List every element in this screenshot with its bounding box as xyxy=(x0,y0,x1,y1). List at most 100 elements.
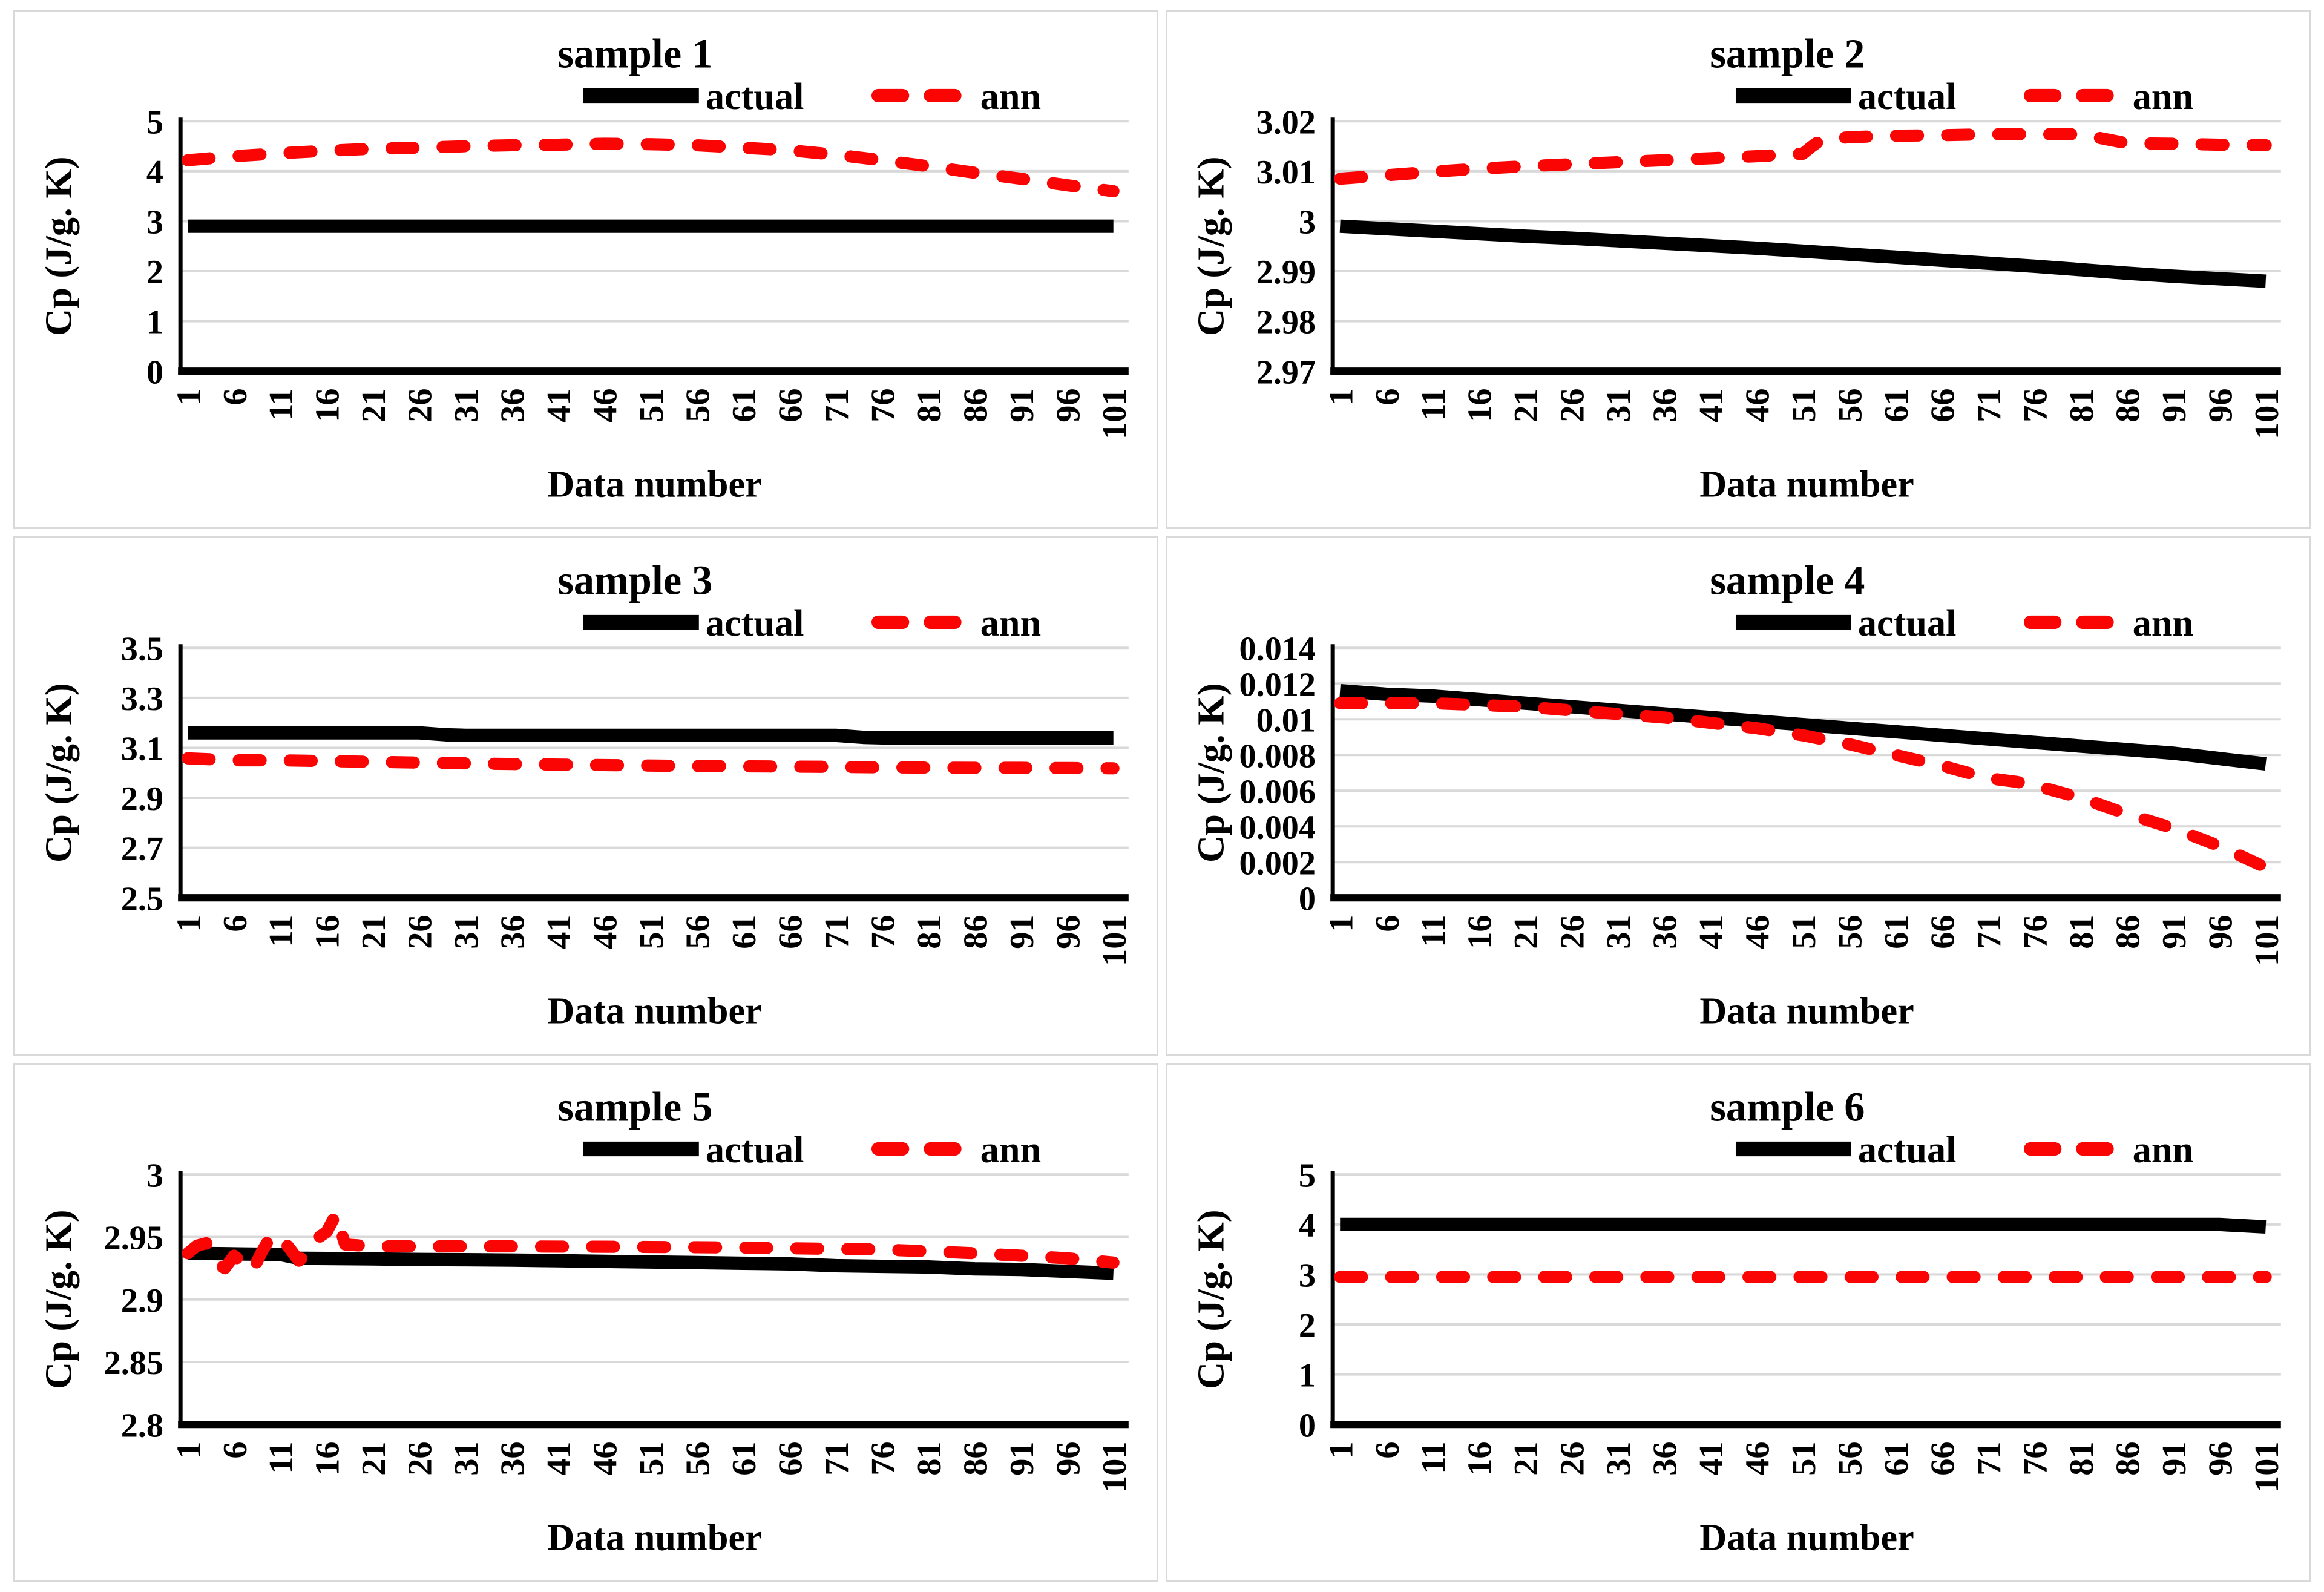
series-ann-line xyxy=(1334,697,2272,874)
x-tick-label: 21 xyxy=(355,1441,393,1475)
x-tick-label: 66 xyxy=(772,1441,810,1475)
legend-ann-label: ann xyxy=(980,602,1041,644)
y-tick-label: 0.002 xyxy=(1239,844,1316,882)
y-tick-label: 2.7 xyxy=(121,831,163,868)
y-tick-label: 2.97 xyxy=(1256,354,1316,391)
x-tick-label: 41 xyxy=(540,1441,578,1475)
y-axis-title: Cp (J/g. K) xyxy=(38,683,79,863)
x-tick-label: 21 xyxy=(1508,1441,1545,1475)
y-axis-title: Cp (J/g. K) xyxy=(38,1209,79,1389)
series-actual-line xyxy=(188,726,1114,745)
y-tick-label: 2.5 xyxy=(121,880,163,918)
x-tick-label: 81 xyxy=(911,915,948,949)
x-tick-label: 11 xyxy=(1415,1441,1452,1473)
x-tick-label: 51 xyxy=(633,1441,671,1475)
x-tick-label: 11 xyxy=(1415,915,1452,947)
y-axis-title: Cp (J/g. K) xyxy=(1190,683,1232,863)
x-tick-label: 6 xyxy=(217,915,254,932)
x-tick-label: 26 xyxy=(402,1441,439,1475)
x-tick-label: 41 xyxy=(1693,915,1730,949)
x-tick-label: 26 xyxy=(1554,1441,1592,1475)
series-actual-line xyxy=(1339,684,2267,771)
y-tick-label: 3 xyxy=(146,1157,163,1194)
chart-panel-sample-3: 2.5 2.7 2.9 3.1 3.3 3.5 1 6 11 16 21 26 31 36 41 46 51 56… xyxy=(13,536,1158,1056)
y-axis-title: Cp (J/g. K) xyxy=(1190,156,1232,336)
x-tick-label: 11 xyxy=(263,388,300,420)
y-tick-label: 1 xyxy=(146,304,163,341)
x-tick-label: 96 xyxy=(2202,1441,2239,1475)
x-tick-label: 101 xyxy=(2248,388,2286,439)
x-tick-label: 41 xyxy=(540,388,578,422)
y-tick-label: 0 xyxy=(146,354,163,391)
series-lines xyxy=(182,137,1120,233)
x-tick-label: 6 xyxy=(1369,915,1407,932)
y-tick-labels: 2.5 2.7 2.9 3.1 3.3 3.5 xyxy=(121,630,163,918)
y-tick-labels: 2.97 2.98 2.99 3 3.01 3.02 xyxy=(1256,104,1316,391)
y-tick-label: 2 xyxy=(146,254,163,291)
x-tick-label: 11 xyxy=(263,1441,300,1473)
chart-panel-sample-2: 2.97 2.98 2.99 3 3.01 3.02 1 6 11 16 21 26 31 36 41 46 5… xyxy=(1166,10,2311,529)
y-tick-label: 3 xyxy=(1299,1257,1316,1295)
x-tick-label: 101 xyxy=(1096,915,1134,966)
series-ann-line xyxy=(1334,128,2272,185)
y-tick-label: 2.85 xyxy=(104,1344,163,1382)
y-tick-label: 2.9 xyxy=(121,1282,163,1320)
y-tick-label: 2 xyxy=(1299,1307,1316,1344)
x-tick-label: 76 xyxy=(864,915,902,949)
x-tick-label: 1 xyxy=(1322,1441,1360,1458)
x-axis-title: Data number xyxy=(1699,990,1914,1032)
x-tick-label: 71 xyxy=(818,1441,856,1475)
x-tick-label: 31 xyxy=(1600,388,1638,422)
series-ann-line xyxy=(182,137,1120,197)
x-tick-label: 21 xyxy=(355,388,393,422)
y-tick-label: 3.3 xyxy=(121,680,163,718)
y-axis-title: Cp (J/g. K) xyxy=(38,156,79,336)
x-tick-label: 66 xyxy=(1925,388,1962,422)
x-tick-label: 1 xyxy=(1322,915,1360,932)
y-tick-label: 2.98 xyxy=(1256,304,1316,341)
x-tick-label: 26 xyxy=(402,388,439,422)
x-tick-label: 51 xyxy=(633,915,671,949)
x-tick-label: 21 xyxy=(355,915,393,949)
x-tick-label: 86 xyxy=(957,388,994,422)
legend-actual-label: actual xyxy=(1858,1129,1957,1171)
x-tick-labels: 1 6 11 16 21 26 31 36 41 46 51 56 61 66 71 76 81 86 91 96 10… xyxy=(1322,1441,2285,1493)
y-tick-label: 0.014 xyxy=(1239,630,1316,668)
y-tick-label: 2.95 xyxy=(104,1220,163,1257)
legend: actual ann xyxy=(583,602,1041,644)
y-tick-label: 0.006 xyxy=(1239,773,1316,811)
x-tick-label: 51 xyxy=(1785,915,1823,949)
chart-panel-sample-6: 0 1 2 3 4 5 1 6 11 16 21 26 31 36 41 46 51 56 61 66 71 76 81 86… xyxy=(1166,1063,2311,1582)
x-tick-label: 56 xyxy=(1832,915,1869,949)
x-tick-label: 51 xyxy=(1785,1441,1823,1475)
x-tick-label: 96 xyxy=(2202,388,2239,422)
x-tick-label: 66 xyxy=(772,388,810,422)
series-lines xyxy=(182,1208,1120,1280)
series-lines xyxy=(1334,1217,2272,1283)
x-tick-label: 76 xyxy=(2017,388,2054,422)
x-tick-label: 91 xyxy=(1003,1441,1041,1475)
legend: actual ann xyxy=(1735,1129,2193,1171)
x-tick-label: 21 xyxy=(1508,388,1545,422)
chart-panel-sample-1: 0 1 2 3 4 5 1 6 11 16 21 26 31 36 41 46 51 56 61 66 71 76 81 86… xyxy=(13,10,1158,529)
x-tick-label: 101 xyxy=(1096,1441,1134,1493)
y-tick-labels: 0 1 2 3 4 5 xyxy=(146,104,163,391)
x-tick-label: 61 xyxy=(726,388,763,422)
y-tick-label: 0 xyxy=(1299,880,1316,918)
legend-actual-label: actual xyxy=(706,1129,804,1171)
series-actual-line xyxy=(1340,1217,2267,1234)
x-tick-label: 46 xyxy=(587,388,625,422)
x-tick-label: 16 xyxy=(1462,915,1499,949)
series-ann-line xyxy=(182,752,1120,775)
x-tick-label: 16 xyxy=(309,915,347,949)
y-tick-label: 5 xyxy=(146,104,163,141)
x-tick-label: 6 xyxy=(1369,1441,1407,1458)
legend: actual ann xyxy=(583,76,1041,117)
x-tick-label: 86 xyxy=(957,1441,994,1475)
x-tick-label: 91 xyxy=(1003,915,1041,949)
x-tick-label: 21 xyxy=(1508,915,1545,949)
y-tick-label: 3.02 xyxy=(1256,104,1316,141)
chart-title: sample 2 xyxy=(1710,31,1865,77)
legend: actual ann xyxy=(583,1129,1041,1171)
